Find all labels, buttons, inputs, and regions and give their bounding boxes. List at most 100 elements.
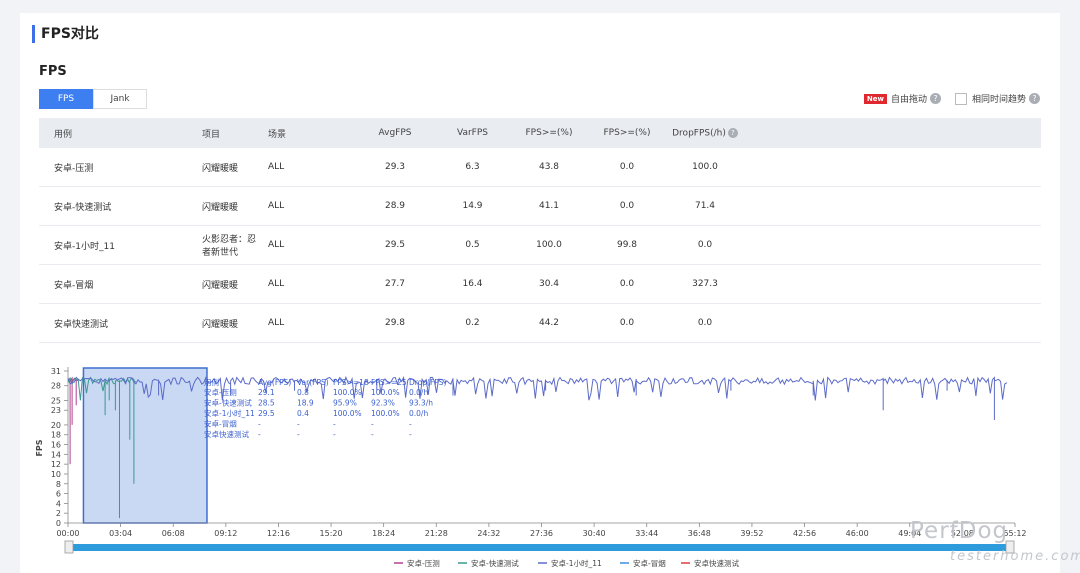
cell-varfps: 0.5 [435, 225, 510, 265]
y-tick-label: 0 [56, 519, 61, 528]
x-tick-label: 21:28 [425, 529, 448, 538]
free-drag-help-icon[interactable]: ? [929, 93, 941, 104]
tooltip-header: Drop(FPS) [409, 378, 447, 387]
tooltip-cell: 100.0% [371, 388, 400, 397]
tooltip-cell: 0.4 [297, 409, 309, 418]
tooltip-header: 用例 [204, 377, 219, 387]
tooltip-cell: 92.3% [371, 399, 395, 408]
tooltip-cell: - [409, 430, 412, 439]
x-tick-label: 39:52 [740, 529, 763, 538]
col-header-fps-ge-1: FPS>=(%) [510, 118, 588, 148]
legend-label: 安卓-快速测试 [471, 558, 519, 568]
fps-subtitle: FPS [39, 64, 67, 79]
x-tick-label: 15:20 [320, 529, 343, 538]
y-tick-label: 28 [51, 382, 61, 391]
y-tick-label: 10 [51, 470, 61, 479]
cell-fps-ge-1: 100.0 [510, 225, 588, 265]
x-tick-label: 12:16 [267, 529, 290, 538]
legend-label: 安卓快速测试 [694, 558, 739, 568]
metric-tabs: FPS Jank [39, 89, 147, 109]
same-time-trend-checkbox[interactable] [954, 92, 967, 105]
y-tick-label: 2 [56, 509, 61, 518]
zoom-scrollbar-track[interactable] [68, 544, 1011, 551]
tooltip-header: Avg(FPS) [258, 378, 291, 387]
cell-varfps: 16.4 [435, 264, 510, 304]
tooltip-cell: 0.0/h [409, 388, 428, 397]
tooltip-cell: 安卓-快速测试 [204, 398, 252, 408]
table-row: 安卓快速测试 闪耀暖暖 ALL 29.8 0.2 44.2 0.0 0.0 [39, 303, 1041, 343]
x-tick-label: 24:32 [477, 529, 500, 538]
cell-fps-ge-1: 30.4 [510, 264, 588, 304]
cell-fps-ge-1: 44.2 [510, 303, 588, 343]
cell-avgfps: 29.5 [355, 225, 435, 265]
x-tick-label: 52:08 [951, 529, 974, 538]
tooltip-cell: 100.0% [371, 409, 400, 418]
col-header-dropfps: DropFPS(/h)? [666, 118, 744, 148]
col-header-dropfps-label: DropFPS(/h) [672, 128, 726, 139]
tooltip-cell: 0.0/h [409, 409, 428, 418]
tab-jank[interactable]: Jank [93, 89, 147, 109]
tooltip-header: FPS>=25 [371, 378, 407, 387]
dropfps-help-icon[interactable]: ? [727, 127, 738, 138]
y-tick-label: 20 [51, 421, 61, 430]
free-drag-label[interactable]: 自由拖动 [890, 95, 927, 105]
zoom-handle-right[interactable] [1005, 540, 1015, 554]
table-row: 安卓-压测 闪耀暖暖 ALL 29.3 6.3 43.8 0.0 100.0 [39, 148, 1041, 187]
cell-case: 安卓快速测试 [39, 303, 201, 343]
cell-fps-ge-2: 0.0 [588, 186, 666, 226]
y-tick-label: 12 [51, 460, 61, 469]
cell-project: 闪耀暖暖 [201, 186, 267, 226]
series-line-安卓-1小时_11 [67, 375, 1008, 420]
tooltip-cell: 28.5 [258, 399, 275, 408]
table-row: 安卓-冒烟 闪耀暖暖 ALL 27.7 16.4 30.4 0.0 327.3 [39, 264, 1041, 304]
y-tick-label: 14 [51, 450, 61, 459]
cell-project: 闪耀暖暖 [201, 148, 267, 187]
cell-scene: ALL [267, 148, 355, 187]
x-tick-label: 06:08 [162, 529, 185, 538]
tooltip-cell: 安卓-压测 [204, 387, 237, 397]
tooltip-cell: 93.3/h [409, 399, 433, 408]
x-tick-label: 00:00 [56, 529, 79, 538]
cell-case: 安卓-冒烟 [39, 264, 201, 304]
zoom-handle-left[interactable] [64, 540, 74, 554]
selection-region[interactable] [82, 367, 208, 524]
cell-case: 安卓-压测 [39, 148, 201, 187]
y-tick-label: 16 [51, 441, 61, 450]
cell-filler [744, 225, 1041, 265]
cell-avgfps: 29.3 [355, 148, 435, 187]
cell-filler [744, 186, 1041, 226]
legend-label: 安卓-压测 [407, 558, 440, 568]
tooltip-cell: - [258, 420, 261, 429]
chart-options: New 自由拖动 ? 相同时间趋势 ? [863, 92, 1040, 105]
x-tick-label: 55:12 [1003, 529, 1026, 538]
tab-fps[interactable]: FPS [39, 89, 93, 109]
same-time-trend-help-icon[interactable]: ? [1029, 93, 1040, 104]
x-tick-label: 09:12 [214, 529, 237, 538]
cell-project: 闪耀暖暖 [201, 303, 267, 343]
col-header-filler [744, 118, 1041, 148]
tooltip-cell: 29.1 [258, 388, 275, 397]
cell-varfps: 0.2 [435, 303, 510, 343]
tooltip-cell: 安卓快速测试 [204, 429, 249, 439]
cell-project: 火影忍者：忍者新世代 [201, 225, 267, 265]
y-axis-title: FPS [35, 439, 44, 456]
table-row: 安卓-快速测试 闪耀暖暖 ALL 28.9 14.9 41.1 0.0 71.4 [39, 186, 1041, 226]
tooltip-cell: 100.0% [333, 409, 362, 418]
y-tick-label: 18 [51, 431, 61, 440]
cell-varfps: 14.9 [435, 186, 510, 226]
fps-compare-table: 用例 项目 场景 AvgFPS VarFPS FPS>=(%) FPS>=(%)… [39, 118, 1041, 343]
tooltip-cell: 安卓-冒烟 [204, 419, 237, 429]
tooltip-cell: - [333, 420, 336, 429]
series-line-安卓-压测 [67, 376, 79, 465]
x-tick-label: 36:48 [688, 529, 711, 538]
y-tick-label: 4 [56, 499, 61, 508]
legend-label: 安卓-冒烟 [633, 558, 666, 568]
x-tick-label: 18:24 [372, 529, 395, 538]
cell-scene: ALL [267, 264, 355, 304]
cell-fps-ge-2: 0.0 [588, 303, 666, 343]
tooltip-cell: - [371, 430, 374, 439]
col-header-avgfps: AvgFPS [355, 118, 435, 148]
cell-avgfps: 28.9 [355, 186, 435, 226]
x-tick-label: 27:36 [530, 529, 553, 538]
